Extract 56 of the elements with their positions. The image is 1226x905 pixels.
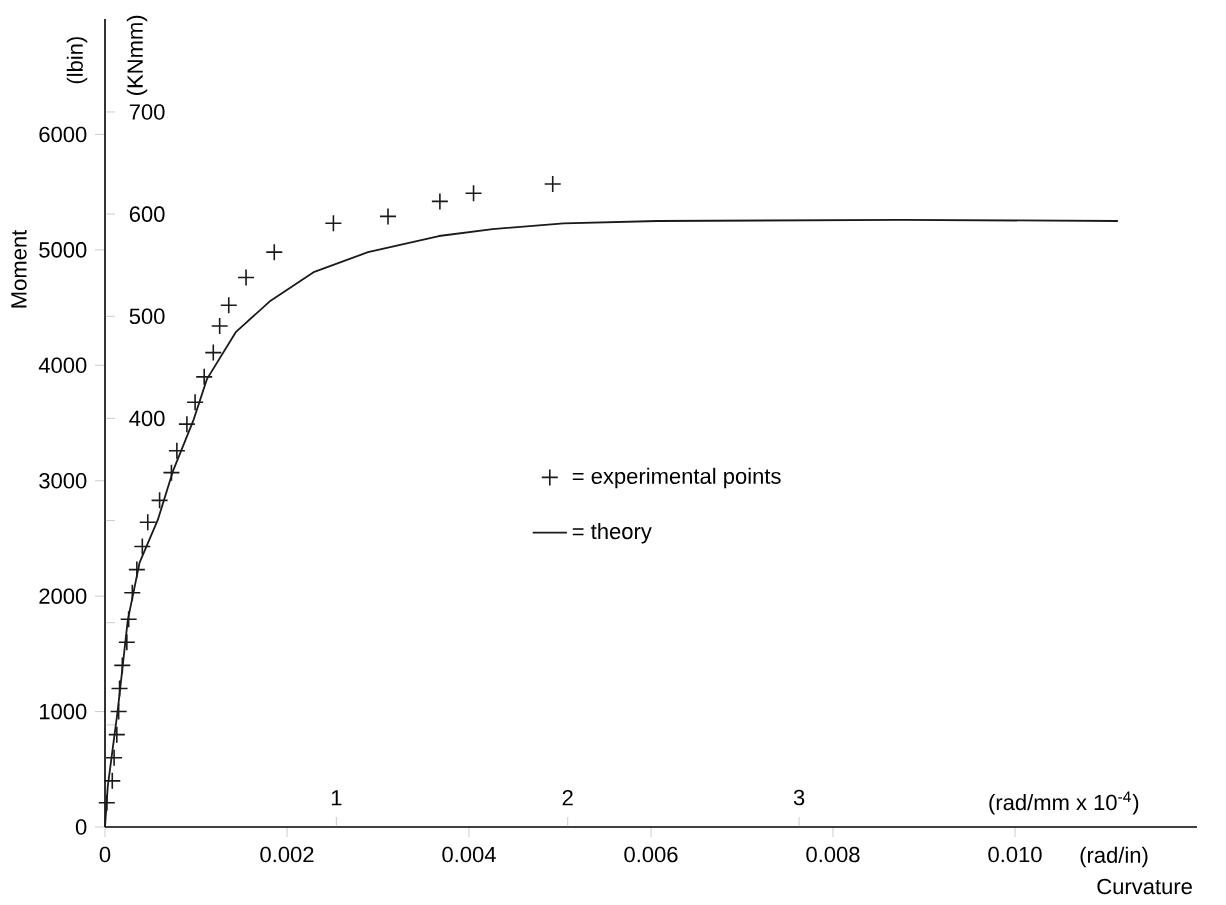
point <box>265 243 284 261</box>
y-tick-label: 6000 <box>39 126 87 143</box>
point <box>324 214 343 233</box>
legend-label: = experimental points <box>572 467 781 489</box>
point <box>128 560 146 579</box>
x-axis-title: Curvature <box>1097 878 1192 895</box>
point <box>162 463 181 482</box>
point <box>123 583 142 602</box>
x-tick-label: 0 <box>99 846 111 863</box>
text: (rad/in) <box>1080 846 1148 868</box>
x-tick-label: 0.002 <box>260 846 314 863</box>
x-tick-label: 0.008 <box>806 846 860 863</box>
point <box>113 656 132 675</box>
point <box>168 441 186 460</box>
point <box>118 633 136 652</box>
y2-axis-title: (KNmm) <box>126 15 148 95</box>
point <box>108 725 126 744</box>
x2-tick-label: 1 <box>331 790 342 806</box>
y2-tick-label: 600 <box>129 206 165 222</box>
legend-label: = theory <box>572 523 652 544</box>
y-tick-label: 0 <box>75 819 87 835</box>
y-tick-label: 5000 <box>39 242 87 258</box>
y-tick-label: 2000 <box>39 588 87 604</box>
x-tick-label: 0.010 <box>988 846 1042 863</box>
y2-tick-label: 400 <box>129 410 165 427</box>
point <box>204 343 223 362</box>
x2-axis-title: (rad/mm x 10$^{-4}$) <box>989 791 1139 815</box>
point <box>110 679 129 698</box>
point <box>150 491 169 510</box>
y-tick-label: 1000 <box>39 703 87 720</box>
x2-tick-label: 2 <box>562 789 573 806</box>
point <box>543 175 562 193</box>
text: (lbin) <box>66 37 88 84</box>
point <box>195 368 213 386</box>
point <box>119 610 138 629</box>
point <box>103 772 122 790</box>
point <box>379 207 397 226</box>
point <box>178 415 196 433</box>
y-tick-label: 4000 <box>38 357 87 374</box>
y-tick-label: 3000 <box>39 472 87 489</box>
point <box>237 268 255 287</box>
point <box>138 513 157 532</box>
point <box>186 393 204 412</box>
point <box>133 537 152 556</box>
y2-tick-label: 700 <box>129 104 165 120</box>
point <box>105 748 123 767</box>
point <box>464 184 483 203</box>
x-tick-label: 0.006 <box>624 846 678 863</box>
point <box>219 296 238 315</box>
y-axis-title: Moment <box>11 229 27 308</box>
y2-tick-label: 500 <box>129 308 165 325</box>
x-tick-label: 0.004 <box>442 846 496 863</box>
x2-tick-label: 3 <box>793 789 805 806</box>
point <box>109 702 128 721</box>
point <box>210 317 229 335</box>
point <box>431 192 449 211</box>
